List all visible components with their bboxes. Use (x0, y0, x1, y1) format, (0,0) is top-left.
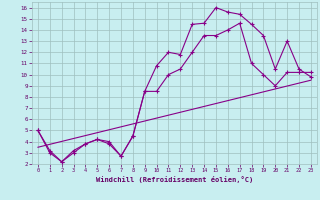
X-axis label: Windchill (Refroidissement éolien,°C): Windchill (Refroidissement éolien,°C) (96, 176, 253, 183)
